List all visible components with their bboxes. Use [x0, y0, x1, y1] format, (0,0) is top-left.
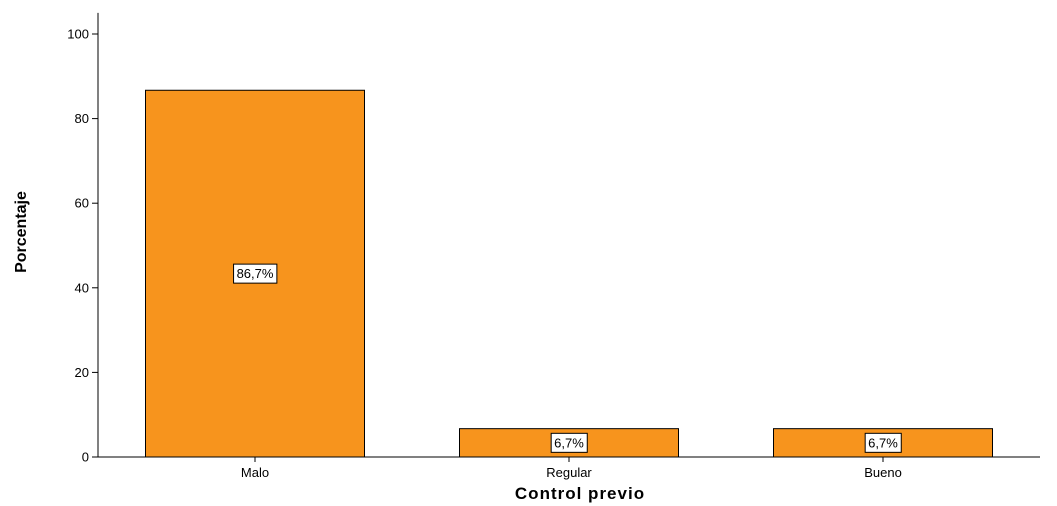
data-label-text: 6,7% — [868, 435, 898, 450]
x-tick-label: Malo — [241, 465, 269, 480]
y-tick-label: 0 — [82, 450, 89, 465]
data-label-box — [864, 432, 902, 453]
data-label-text: 6,7% — [554, 435, 584, 450]
y-tick-label: 60 — [75, 196, 89, 211]
x-axis-title: Control previo — [515, 484, 645, 503]
y-tick-label: 40 — [75, 280, 89, 295]
data-label-box — [550, 432, 588, 453]
y-tick-label: 100 — [67, 27, 89, 42]
x-tick-label: Bueno — [864, 465, 902, 480]
data-label: 86,7% — [233, 263, 278, 284]
y-axis-title: Porcentaje — [13, 191, 30, 273]
x-tick-label: Regular — [546, 465, 592, 480]
data-label-box — [233, 263, 278, 284]
data-label: 6,7% — [550, 432, 588, 453]
x-axis: Malo Regular Bueno — [98, 456, 1040, 480]
data-label-text: 86,7% — [237, 266, 274, 281]
y-tick-label: 80 — [75, 111, 89, 126]
y-tick-label: 20 — [75, 365, 89, 380]
data-label: 6,7% — [864, 432, 902, 453]
data-labels-group: 86,7% 6,7% 6,7% — [233, 263, 902, 453]
y-axis: 0 20 40 60 80 100 — [67, 12, 99, 465]
